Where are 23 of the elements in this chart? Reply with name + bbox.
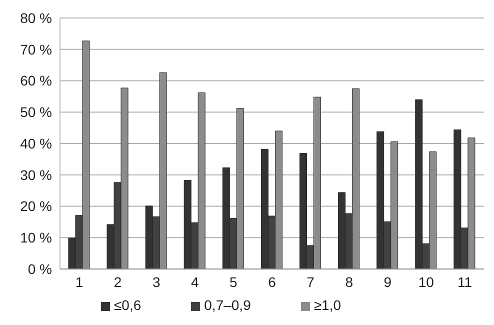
legend-label: ≥1,0: [314, 297, 342, 313]
x-tick-label: 6: [268, 274, 276, 290]
x-tick-label: 1: [75, 274, 84, 290]
y-tick-label: 0 %: [28, 260, 52, 277]
x-tick-label: 8: [345, 274, 354, 290]
x-tick-label: 5: [230, 274, 238, 290]
y-tick-label: 70 %: [20, 41, 52, 58]
y-tick-label: 30 %: [20, 166, 52, 183]
x-tick-label: 9: [384, 274, 392, 290]
y-tick-label: 40 %: [20, 135, 52, 152]
x-tick-label: 3: [152, 274, 160, 290]
y-tick-label: 10 %: [20, 230, 52, 246]
x-tick-label: 4: [191, 274, 200, 290]
legend-label: 0,7–0,9: [204, 297, 251, 313]
y-tick-label: 50 %: [20, 104, 52, 120]
x-tick-label: 11: [457, 274, 472, 290]
x-tick-label: 2: [114, 274, 122, 290]
y-tick-label: 20 %: [20, 198, 52, 214]
y-tick-label: 60 %: [20, 72, 52, 89]
x-tick-label: 10: [418, 274, 434, 290]
legend-label: ≤0,6: [114, 297, 142, 313]
x-tick-label: 7: [306, 274, 315, 290]
y-tick-label: 80 %: [20, 10, 52, 26]
